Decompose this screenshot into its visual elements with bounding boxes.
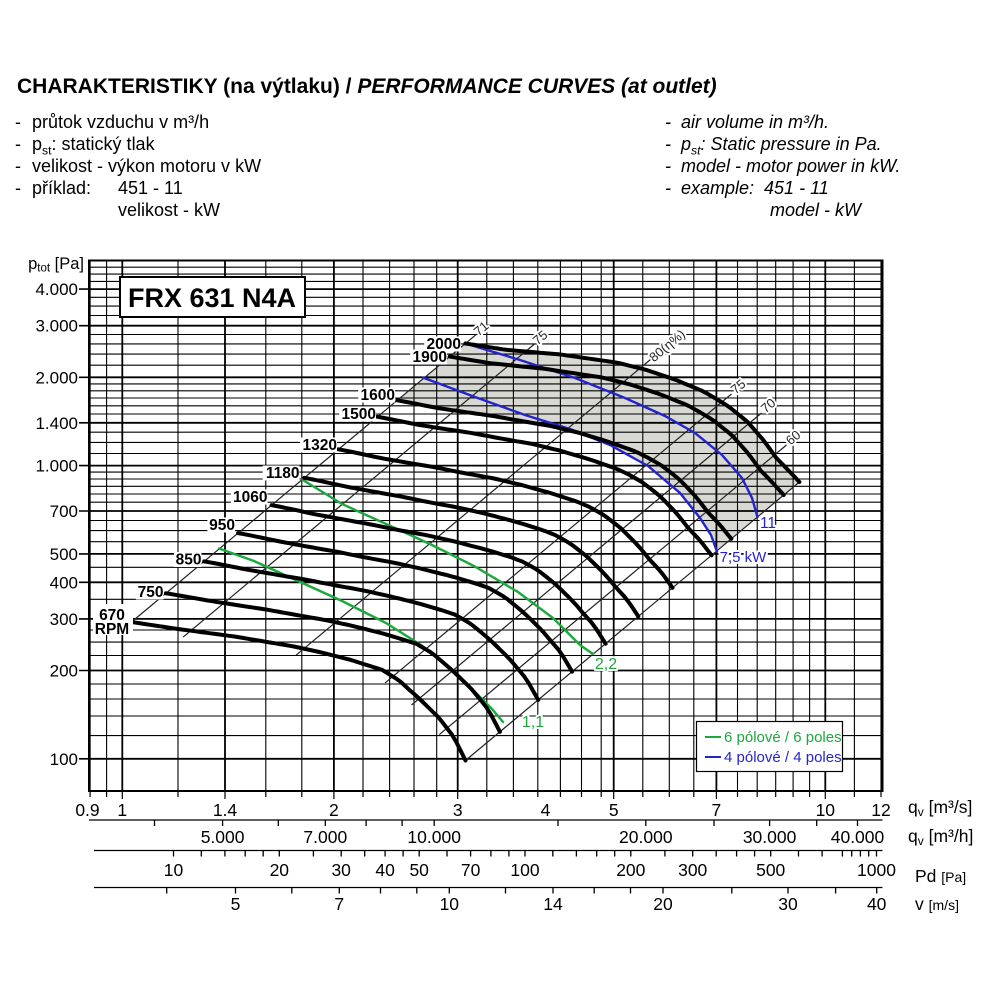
svg-text:5.000: 5.000 bbox=[201, 827, 245, 847]
svg-text:3: 3 bbox=[453, 800, 463, 820]
svg-text:200: 200 bbox=[50, 662, 78, 681]
svg-text:1: 1 bbox=[117, 800, 127, 820]
svg-text:750: 750 bbox=[138, 584, 164, 601]
svg-text:1320: 1320 bbox=[303, 437, 337, 454]
svg-text:6 pólové / 6 poles: 6 pólové / 6 poles bbox=[724, 729, 842, 746]
svg-text:2000: 2000 bbox=[427, 336, 461, 353]
svg-text:Pd [Pa]: Pd [Pa] bbox=[915, 866, 966, 886]
svg-text:FRX 631 N4A: FRX 631 N4A bbox=[128, 283, 296, 313]
svg-text:1600: 1600 bbox=[361, 387, 395, 404]
svg-text:0.9: 0.9 bbox=[75, 800, 99, 820]
svg-text:100: 100 bbox=[510, 860, 539, 880]
svg-text:1000: 1000 bbox=[857, 860, 896, 880]
svg-text:qv [m³/h]: qv [m³/h] bbox=[908, 826, 973, 848]
svg-text:4.000: 4.000 bbox=[35, 280, 78, 299]
svg-text:5: 5 bbox=[231, 894, 241, 914]
svg-text:20: 20 bbox=[653, 894, 673, 914]
svg-text:500: 500 bbox=[50, 545, 78, 564]
svg-text:70: 70 bbox=[461, 860, 481, 880]
svg-text:300: 300 bbox=[678, 860, 707, 880]
svg-text:4 pólové / 4 poles: 4 pólové / 4 poles bbox=[724, 749, 842, 766]
svg-text:100: 100 bbox=[50, 750, 78, 769]
svg-text:30: 30 bbox=[331, 860, 351, 880]
svg-text:7: 7 bbox=[712, 800, 722, 820]
svg-text:10: 10 bbox=[440, 894, 460, 914]
svg-text:10.000: 10.000 bbox=[407, 827, 461, 847]
svg-text:14: 14 bbox=[543, 894, 563, 914]
svg-text:RPM: RPM bbox=[95, 621, 129, 638]
svg-text:40: 40 bbox=[867, 894, 887, 914]
svg-text:200: 200 bbox=[616, 860, 645, 880]
svg-text:500: 500 bbox=[756, 860, 785, 880]
svg-text:12: 12 bbox=[871, 800, 890, 820]
svg-text:1.400: 1.400 bbox=[35, 414, 78, 433]
svg-text:v [m/s]: v [m/s] bbox=[915, 894, 959, 914]
svg-text:1,1: 1,1 bbox=[522, 714, 544, 731]
svg-text:40: 40 bbox=[375, 860, 395, 880]
svg-text:2: 2 bbox=[329, 800, 339, 820]
svg-text:670: 670 bbox=[99, 607, 125, 624]
svg-text:1.4: 1.4 bbox=[213, 800, 238, 820]
svg-text:300: 300 bbox=[50, 610, 78, 629]
svg-text:700: 700 bbox=[50, 502, 78, 521]
svg-text:950: 950 bbox=[209, 517, 235, 534]
svg-text:1060: 1060 bbox=[233, 489, 267, 506]
svg-text:1.000: 1.000 bbox=[35, 457, 78, 476]
svg-text:20.000: 20.000 bbox=[619, 827, 673, 847]
svg-text:1500: 1500 bbox=[342, 406, 376, 423]
svg-text:qv [m³/s]: qv [m³/s] bbox=[908, 797, 972, 819]
svg-text:ptot [Pa]: ptot [Pa] bbox=[28, 255, 84, 275]
svg-text:20: 20 bbox=[270, 860, 290, 880]
svg-text:10: 10 bbox=[816, 800, 836, 820]
svg-text:2,2: 2,2 bbox=[595, 656, 617, 673]
svg-text:7: 7 bbox=[334, 894, 344, 914]
svg-text:3.000: 3.000 bbox=[35, 317, 78, 336]
svg-text:7,5 kW: 7,5 kW bbox=[720, 549, 768, 566]
svg-text:2.000: 2.000 bbox=[35, 368, 78, 387]
svg-text:40.000: 40.000 bbox=[831, 827, 885, 847]
svg-text:1900: 1900 bbox=[413, 349, 447, 366]
svg-text:11: 11 bbox=[760, 515, 776, 532]
svg-text:80(η%): 80(η%) bbox=[646, 326, 688, 364]
svg-text:5: 5 bbox=[609, 800, 619, 820]
svg-text:30: 30 bbox=[778, 894, 798, 914]
svg-text:7.000: 7.000 bbox=[303, 827, 347, 847]
svg-text:30.000: 30.000 bbox=[743, 827, 797, 847]
svg-text:10: 10 bbox=[164, 860, 184, 880]
svg-text:850: 850 bbox=[176, 552, 202, 569]
svg-text:1180: 1180 bbox=[266, 465, 300, 482]
svg-text:400: 400 bbox=[50, 573, 78, 592]
svg-text:50: 50 bbox=[409, 860, 429, 880]
svg-text:4: 4 bbox=[541, 800, 551, 820]
